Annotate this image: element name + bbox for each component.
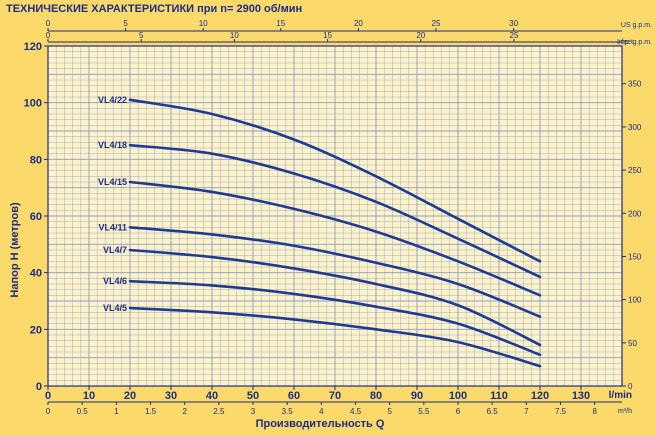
x-tick-label: 0: [45, 390, 51, 402]
m3h-tick-label: 4.5: [350, 407, 362, 416]
feet-tick-label: 350: [628, 80, 642, 89]
series-label: VL4/22: [98, 95, 127, 105]
m3h-unit: m³/h: [618, 408, 632, 415]
m3h-tick-label: 6.5: [487, 407, 499, 416]
x-tick-label: 70: [329, 390, 341, 402]
feet-tick-label: 100: [628, 296, 642, 305]
m3h-tick-label: 3.5: [282, 407, 294, 416]
feet-tick-label: 0: [628, 382, 633, 391]
x-tick-label: 20: [124, 390, 136, 402]
x-axis-title: Производительность Q: [256, 418, 385, 430]
x-tick-label: 90: [411, 390, 423, 402]
y-tick-label: 100: [24, 98, 42, 110]
series-label: VL4/18: [98, 140, 127, 150]
m3h-tick-label: 7.5: [555, 407, 567, 416]
curve-vl4-18: [128, 143, 542, 279]
feet-tick-label: 150: [628, 252, 642, 261]
imp-gpm-tick-label: 0: [46, 31, 51, 40]
curve-vl4-6: [128, 279, 542, 357]
x-tick-label: 40: [206, 390, 218, 402]
lmin-unit: l/min: [609, 390, 632, 401]
y-tick-label: 40: [30, 268, 42, 280]
y-tick-label: 0: [36, 381, 42, 393]
series-label: VL4/5: [103, 303, 127, 313]
series-label: VL4/7: [103, 245, 127, 255]
feet-tick-label: 200: [628, 209, 642, 218]
imp-gpm-unit: Imp. g.p.m.: [617, 39, 652, 46]
x-tick-label: 80: [370, 390, 382, 402]
m3h-tick-label: 1.5: [145, 407, 157, 416]
x-tick-label: 100: [449, 390, 467, 402]
us-gpm-tick-label: 5: [123, 19, 128, 28]
series-label: VL4/15: [98, 177, 127, 187]
m3h-tick-label: 3: [251, 407, 256, 416]
imp-gpm-tick-label: 25: [510, 31, 519, 40]
m3h-tick-label: 0.5: [77, 407, 89, 416]
us-gpm-tick-label: 30: [509, 19, 518, 28]
m3h-tick-label: 2: [182, 407, 187, 416]
imp-gpm-tick-label: 5: [139, 31, 144, 40]
series-label: VL4/11: [98, 222, 127, 232]
curve-vl4-15: [128, 180, 542, 297]
m3h-tick-label: 2.5: [213, 407, 225, 416]
us-gpm-tick-label: 25: [432, 19, 441, 28]
us-gpm-tick-label: 15: [276, 19, 285, 28]
feet-tick-label: 50: [628, 339, 637, 348]
y-axis-title: Напор H (метров): [9, 202, 21, 298]
m3h-tick-label: 1: [114, 407, 119, 416]
us-gpm-tick-label: 0: [46, 19, 51, 28]
y-tick-label: 120: [24, 41, 42, 53]
curve-vl4-5: [128, 306, 542, 368]
y-tick-label: 20: [30, 324, 42, 336]
chart-title: ТЕХНИЧЕСКИЕ ХАРАКТЕРИСТИКИ при n= 2900 о…: [6, 3, 302, 15]
y-tick-label: 60: [30, 211, 42, 223]
m3h-tick-label: 7: [524, 407, 529, 416]
x-tick-label: 120: [531, 390, 549, 402]
x-tick-label: 10: [83, 390, 95, 402]
x-tick-label: 30: [165, 390, 177, 402]
m3h-tick-label: 5.5: [418, 407, 430, 416]
m3h-tick-label: 4: [319, 407, 324, 416]
curve-vl4-11: [128, 226, 542, 318]
us-gpm-unit: US g.p.m.: [621, 22, 652, 29]
feet-unit: feet: [621, 39, 633, 46]
x-tick-label: 60: [288, 390, 300, 402]
x-tick-label: 110: [490, 390, 508, 402]
series-label: VL4/6: [103, 276, 127, 286]
curve-vl4-22: [128, 98, 542, 263]
us-gpm-tick-label: 10: [199, 19, 208, 28]
x-tick-label: 50: [247, 390, 259, 402]
m3h-tick-label: 6: [456, 407, 461, 416]
feet-tick-label: 250: [628, 166, 642, 175]
us-gpm-tick-label: 20: [354, 19, 363, 28]
imp-gpm-tick-label: 15: [323, 31, 332, 40]
imp-gpm-tick-label: 10: [230, 31, 239, 40]
m3h-tick-label: 0: [46, 407, 51, 416]
m3h-tick-label: 5: [387, 407, 392, 416]
y-tick-label: 80: [30, 154, 42, 166]
x-tick-label: 130: [572, 390, 590, 402]
feet-tick-label: 300: [628, 123, 642, 132]
curve-vl4-7: [128, 248, 542, 347]
imp-gpm-tick-label: 20: [416, 31, 425, 40]
m3h-tick-label: 8: [592, 407, 597, 416]
